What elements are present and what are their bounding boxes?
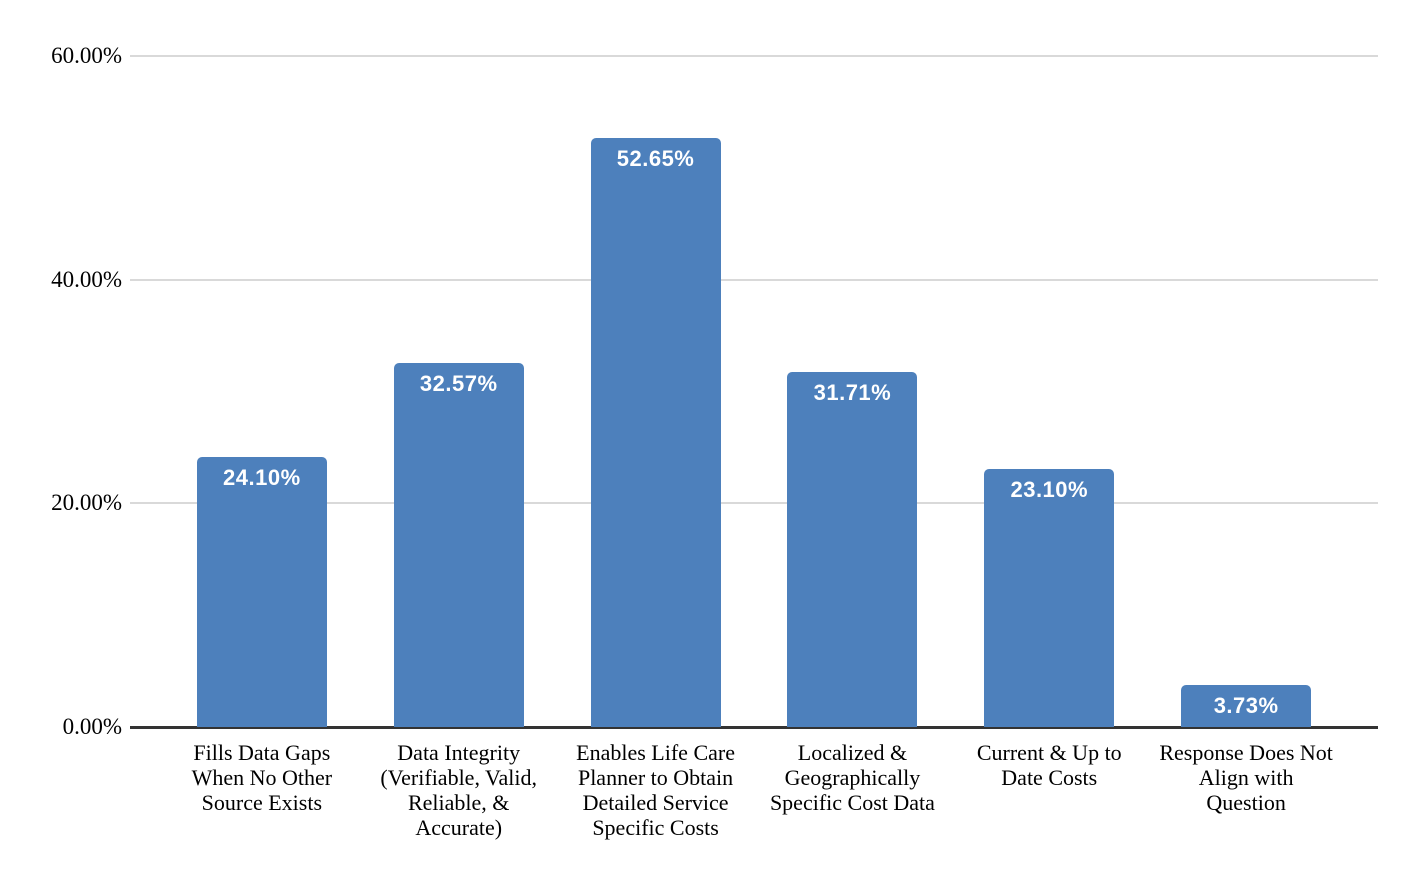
- x-axis-category-label: Enables Life Care Planner to Obtain Deta…: [576, 740, 735, 840]
- bar: 52.65%: [590, 138, 721, 727]
- bar-value-label: 24.10%: [223, 465, 301, 491]
- bar-value-label: 32.57%: [419, 370, 498, 396]
- bar-value-label: 52.65%: [616, 146, 695, 172]
- y-axis-tick-label: 0.00%: [62, 714, 122, 739]
- y-axis-tick-label: 60.00%: [51, 43, 122, 68]
- x-axis-category-label: Fills Data Gaps When No Other Source Exi…: [191, 740, 333, 815]
- gridline: [130, 502, 1378, 505]
- x-axis-line: [130, 726, 1378, 729]
- gridline: [130, 55, 1378, 57]
- y-axis-tick-label: 20.00%: [51, 490, 122, 516]
- y-axis-tick-label: 40.00%: [51, 266, 122, 292]
- bar-value-label: 3.73%: [1213, 693, 1279, 719]
- x-axis-category-label: Current & Up to Date Costs: [976, 740, 1122, 790]
- bar-value-label: 23.10%: [1010, 476, 1089, 502]
- gridline: [130, 278, 1378, 281]
- bar: 3.73%: [1181, 685, 1312, 727]
- bar: 31.71%: [787, 372, 918, 727]
- bar-value-label: 31.71%: [813, 380, 892, 406]
- x-axis-category-label: Response Does Not Align with Question: [1159, 740, 1333, 815]
- bar: 23.10%: [984, 468, 1115, 727]
- bar: 32.57%: [393, 362, 524, 727]
- bar: 24.10%: [196, 457, 327, 727]
- x-axis-category-label: Localized & Geographically Specific Cost…: [769, 740, 935, 815]
- x-axis-category-label: Data Integrity (Verifiable, Valid, Relia…: [380, 740, 537, 840]
